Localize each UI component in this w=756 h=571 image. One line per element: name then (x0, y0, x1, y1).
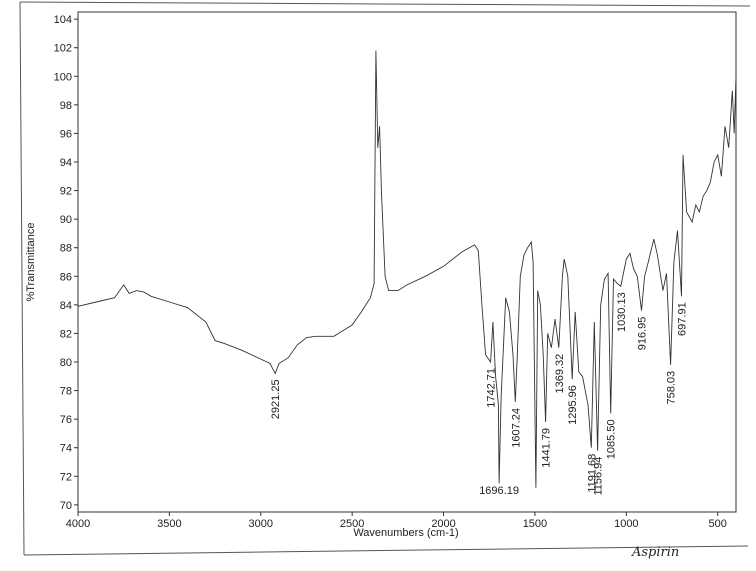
x-tick-label: 3500 (157, 518, 181, 530)
y-tick-label: 90 (60, 214, 72, 226)
x-tick-label: 2500 (340, 518, 364, 530)
x-tick-label: 2000 (431, 518, 455, 530)
peak-label: 1742.71 (486, 368, 498, 408)
y-tick-label: 84 (60, 300, 72, 312)
peak-label: 1030.13 (616, 292, 628, 332)
peak-label: 2921.25 (270, 379, 282, 419)
x-tick-label: 500 (709, 518, 727, 530)
y-tick-label: 74 (60, 443, 72, 455)
spectrum-line (77, 50, 737, 488)
peak-label: 1607.24 (510, 408, 522, 448)
page-edge (23, 545, 749, 556)
peak-label: 1696.19 (479, 485, 519, 497)
peak-label: 1085.50 (606, 419, 618, 459)
y-tick-label: 102 (54, 43, 72, 55)
plot-frame (77, 11, 737, 513)
y-tick-label: 96 (60, 128, 72, 140)
x-tick-label: 4000 (66, 518, 90, 530)
page-edge (19, 1, 751, 7)
x-axis-label: Wavenumbers (cm-1) (353, 527, 458, 539)
y-tick-label: 78 (60, 386, 72, 398)
page-edge (19, 1, 25, 556)
x-tick-label: 1500 (523, 518, 547, 530)
peak-label: 1441.79 (541, 428, 553, 468)
peak-label: 697.91 (677, 302, 689, 336)
x-tick-label: 3000 (249, 518, 273, 530)
y-tick-label: 92 (60, 186, 72, 198)
y-tick-label: 86 (60, 271, 72, 283)
y-tick-label: 98 (60, 100, 72, 112)
y-tick-label: 70 (60, 500, 72, 512)
y-tick-label: 76 (60, 414, 72, 426)
y-tick-label: 88 (60, 243, 72, 255)
handwritten-note: Aspirin (631, 545, 679, 560)
y-tick-label: 100 (54, 71, 72, 83)
peak-label: 916.95 (637, 317, 649, 351)
y-tick-label: 72 (60, 471, 72, 483)
y-tick-label: 80 (60, 357, 72, 369)
x-tick-label: 1000 (614, 518, 638, 530)
peak-label: 1295.96 (567, 385, 579, 425)
peak-label: 1156.94 (593, 457, 605, 496)
y-tick-label: 94 (60, 157, 72, 169)
y-tick-label: 82 (60, 328, 72, 340)
y-axis-label: %Transmittance (25, 222, 37, 301)
peak-label: 758.03 (666, 371, 678, 405)
y-tick-label: 104 (54, 14, 72, 26)
peak-label: 1191.68 (586, 454, 598, 493)
peak-label: 1369.32 (554, 354, 566, 394)
